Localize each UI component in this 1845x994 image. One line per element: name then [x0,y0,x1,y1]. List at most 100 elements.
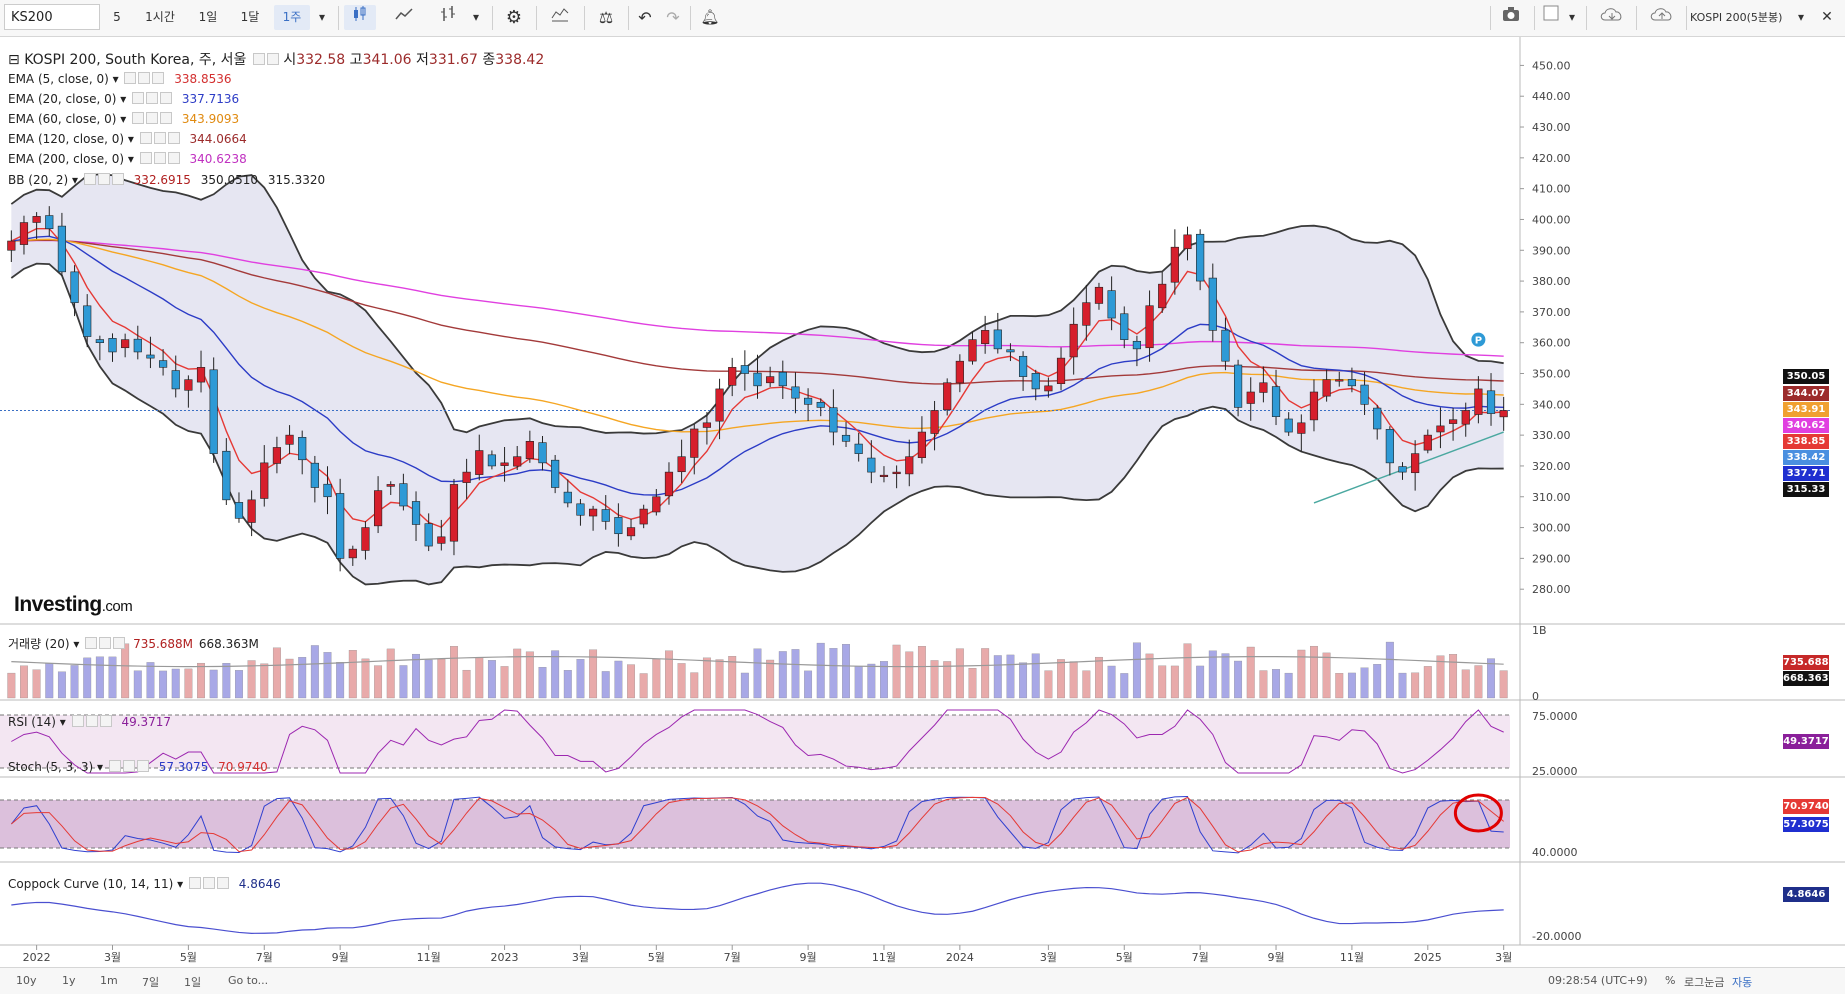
indicators-icon[interactable] [544,5,576,30]
volume-bar [285,658,294,699]
candle [475,434,484,481]
range-1y[interactable]: 1y [62,974,76,987]
x-tick-label: 5월 [648,951,665,964]
stoch-k-tag: 57.3075 [1783,817,1829,832]
log-scale-toggle[interactable]: 로그눈금 [1684,976,1725,989]
indicator-legend-bb[interactable]: BB (20, 2) ▾ 332.6915 350.0510 315.3320 [8,173,326,187]
volume-bar [1057,659,1065,699]
candle [272,436,282,474]
volume-legend[interactable]: 거래량 (20) ▾ 735.688M 668.363M [8,637,259,651]
volume-bar [310,645,319,699]
line-chart-icon[interactable] [388,5,420,30]
coppock-tag: 4.8646 [1783,887,1829,902]
volume-bar [905,651,914,699]
undo-icon[interactable]: ↶ [638,8,652,27]
chart-type-dropdown-icon[interactable]: ▾ [472,10,480,24]
color-dropdown-icon[interactable]: ▾ [1568,10,1576,24]
candle-chart-icon[interactable] [344,5,376,30]
candle [158,349,168,376]
range-1d[interactable]: 1일 [184,976,202,989]
chart-canvas[interactable]: P 280.00 290.00 300.00 310.00 320.00 330.00 34… [0,37,1845,967]
volume-bar [184,668,193,699]
cloud-upload-icon[interactable] [1642,5,1682,30]
bar-style-icon[interactable] [432,5,464,30]
volume-bar [728,656,737,699]
volume-bar [551,650,560,699]
indicator-legend-ema200[interactable]: EMA (200, close, 0) ▾ 340.6238 [8,152,247,166]
volume-bar [45,663,54,699]
percent-toggle[interactable]: % [1665,974,1676,987]
volume-bar [627,664,635,699]
candle [298,430,307,475]
candle-body [1360,384,1369,405]
candle-body [917,431,927,458]
range-10y[interactable]: 10y [16,974,37,987]
symbol-input[interactable]: KS200 [4,4,100,30]
candle-body [462,471,471,483]
volume-bar [1499,670,1508,699]
indicator-legend-ema60[interactable]: EMA (60, close, 0) ▾ 343.9093 [8,112,240,126]
candle-body [1221,329,1230,362]
interval-dropdown-icon[interactable]: ▾ [318,10,326,24]
stoch-legend[interactable]: Stoch (5, 3, 3) ▾ 57.3075 70.9740 [8,760,268,774]
candle-body [108,338,117,353]
layout-dropdown-icon[interactable]: ▾ [1797,10,1805,24]
low-value: 331.67 [428,52,478,68]
volume-bar [993,655,1002,699]
volume-bar [197,662,205,699]
stoch-d-value: 70.9740 [218,760,268,774]
range-7d[interactable]: 7일 [142,976,160,989]
collapse-icon[interactable]: ⊟ [8,52,20,68]
indicator-legend-ema5[interactable]: EMA (5, close, 0) ▾ 338.8536 [8,72,232,86]
volume-bar [1259,670,1268,699]
ema-20-line [11,235,1504,496]
compare-scale-icon[interactable]: ⚖ [598,8,614,27]
stoch-d-tag: 70.9740 [1783,799,1829,814]
indicator-legend-ema20[interactable]: EMA (20, close, 0) ▾ 337.7136 [8,92,240,106]
candle-body [1044,385,1053,392]
x-tick-label: 3월 [1040,951,1057,964]
stoch-band [0,800,1510,848]
volume-bar [816,642,825,699]
cloud-download-icon[interactable] [1592,5,1632,30]
interval-1w[interactable]: 1주 [274,5,310,30]
volume-tick-label: 1B [1532,624,1547,637]
volume-bar [500,666,509,699]
volume-bar [525,651,534,699]
camera-icon[interactable] [1494,5,1528,30]
interval-5[interactable]: 5 [113,10,121,24]
rsi-legend[interactable]: RSI (14) ▾ 49.3717 [8,715,172,729]
saved-layout-select[interactable]: KOSPI 200(5분봉) [1690,11,1783,24]
interval-1h[interactable]: 1시간 [145,10,175,24]
alert-bell-icon[interactable]: 🔔︎ [700,8,720,26]
candle [7,230,16,262]
range-1m[interactable]: 1m [100,974,118,987]
volume-bar [968,667,977,699]
redo-icon[interactable]: ↷ [666,8,680,27]
color-swatch-icon[interactable] [1538,5,1564,30]
interval-1mo[interactable]: 1달 [240,10,260,24]
volume-bar [538,667,547,699]
volume-bar [462,669,471,699]
interval-1d[interactable]: 1일 [198,10,218,24]
indicator-legend-ema120[interactable]: EMA (120, close, 0) ▾ 344.0664 [8,132,247,146]
price-tick-label: 370.00 [1532,306,1571,319]
settings-gear-icon[interactable]: ⚙ [505,7,523,28]
price-tag-ema5: 338.85 [1783,434,1829,449]
volume-bar [981,648,990,699]
low-label: 저 [416,52,429,68]
toolbar: KS200 5 1시간 1일 1달 1주 ▾ ▾ ⚙ ⚖ ↶ ↷ 🔔︎ ▾ KO… [0,0,1845,37]
candle-body [1208,277,1217,331]
price-tick-label: 330.00 [1532,429,1571,442]
goto-date-link[interactable]: Go to... [228,974,269,987]
candle [1056,347,1066,391]
x-tick-label: 5월 [1116,951,1133,964]
coppock-legend[interactable]: Coppock Curve (10, 14, 11) ▾ 4.8646 [8,877,281,891]
auto-scale-toggle[interactable]: 자동 [1732,976,1753,989]
close-icon[interactable]: ✕ [1821,9,1833,25]
candle [854,432,863,462]
candle [563,479,572,508]
volume-bar [1170,665,1179,699]
candle-body [981,330,990,344]
stoch-label: Stoch (5, 3, 3) [8,760,94,774]
